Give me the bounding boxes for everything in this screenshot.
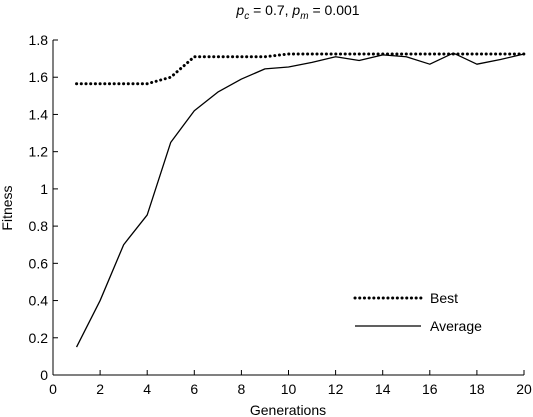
- y-tick-label: 0.8: [29, 218, 49, 234]
- y-tick-label: 1: [40, 181, 48, 197]
- title-part: c: [244, 11, 249, 22]
- x-tick-label: 8: [238, 381, 246, 397]
- x-tick-label: 12: [328, 381, 344, 397]
- title-part: = 0.7,: [249, 2, 292, 18]
- title-part: m: [300, 11, 308, 22]
- title-part: = 0.001: [309, 2, 360, 18]
- y-tick-label: 1.4: [29, 106, 49, 122]
- y-tick-label: 1.8: [29, 32, 49, 48]
- x-tick-label: 6: [190, 381, 198, 397]
- x-tick-label: 16: [422, 381, 438, 397]
- y-axis-title: Fitness: [0, 185, 15, 230]
- y-tick-label: 0.4: [29, 293, 49, 309]
- y-tick-label: 0: [40, 367, 48, 383]
- legend-label-average: Average: [430, 318, 482, 334]
- x-axis-title: Generations: [250, 402, 326, 417]
- plot-area: [75, 52, 526, 348]
- series-line-average: [75, 52, 525, 348]
- x-tick-label: 20: [516, 381, 532, 397]
- axes: 0 2 4 6 8 10 12 14 16 18 20 0 0.2 0.4 0.6 0.8 1 1.2 1.4 1.6…: [29, 32, 532, 397]
- x-tick-label: 0: [49, 381, 57, 397]
- chart-title: pc = 0.7, pm = 0.001: [235, 2, 359, 22]
- legend-label-best: Best: [430, 290, 458, 306]
- x-tick-label: 4: [143, 381, 151, 397]
- y-tick-label: 1.6: [29, 69, 49, 85]
- series-line-best: [75, 52, 526, 86]
- legend: Best Average: [353, 290, 482, 334]
- x-tick-label: 18: [469, 381, 485, 397]
- x-tick-label: 14: [375, 381, 391, 397]
- title-part: p: [235, 2, 244, 18]
- y-tick-label: 0.2: [29, 330, 49, 346]
- y-tick-label: 0.6: [29, 255, 49, 271]
- x-tick-label: 2: [96, 381, 104, 397]
- y-tick-label: 1.2: [29, 144, 49, 160]
- title-part: p: [291, 2, 300, 18]
- x-tick-label: 10: [281, 381, 297, 397]
